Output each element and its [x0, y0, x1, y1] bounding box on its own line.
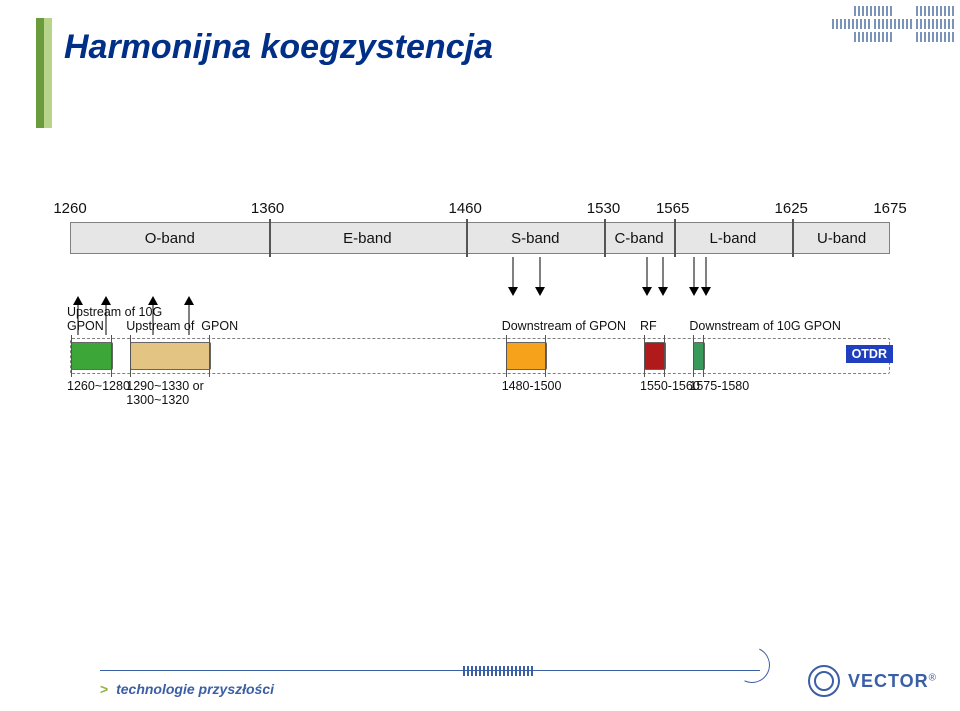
axis-tick: 1360: [251, 200, 284, 217]
axis-tick: 1625: [775, 200, 808, 217]
slide: { "title": "Harmonijna koegzystencja", "…: [0, 0, 960, 711]
channel-label-below: 1260~1280: [67, 379, 130, 393]
channel-upgpon: [130, 342, 211, 370]
footer-line: [100, 670, 760, 671]
channel-strip: OTDR Upstream of 10G GPON1260~1280Upstre…: [70, 338, 890, 374]
slide-footer: > technologie przyszłości VECTOR®: [0, 651, 960, 711]
guide-line: [703, 335, 704, 377]
guide-line: [545, 335, 546, 377]
chevron-icon: >: [100, 681, 108, 697]
channel-up10g: [71, 342, 113, 370]
guide-line: [209, 335, 210, 377]
axis-ticks: 1260136014601530156516251675: [70, 200, 890, 222]
guide-line: [111, 335, 112, 377]
band-separator: [604, 219, 606, 257]
band-separator: [269, 219, 271, 257]
guide-line: [71, 335, 72, 377]
otdr-badge: OTDR: [846, 345, 893, 363]
band-e-band: E-band: [269, 223, 467, 253]
header-ornament: [832, 6, 954, 45]
channel-label-above: Upstream of GPON: [126, 319, 238, 333]
logo-text: VECTOR: [848, 671, 929, 691]
guide-line: [130, 335, 131, 377]
brand-logo: VECTOR®: [808, 665, 936, 697]
guide-line: [644, 335, 645, 377]
guide-line: [506, 335, 507, 377]
arrows-up: [70, 254, 890, 296]
channel-label-above: Downstream of 10G GPON: [689, 319, 840, 333]
page-title: Harmonijna koegzystencja: [64, 28, 493, 67]
band-u-band: U-band: [792, 223, 891, 253]
channel-label-above: Downstream of GPON: [502, 319, 626, 333]
axis-tick: 1460: [448, 200, 481, 217]
band-l-band: L-band: [674, 223, 793, 253]
band-c-band: C-band: [604, 223, 673, 253]
footer-curve: [729, 642, 775, 688]
band-separator: [674, 219, 676, 257]
band-strip: O-bandE-bandS-bandC-bandL-bandU-band: [70, 222, 890, 254]
axis-tick: 1530: [587, 200, 620, 217]
band-s-band: S-band: [466, 223, 604, 253]
channel-label-below: 1575-1580: [689, 379, 749, 393]
guide-line: [693, 335, 694, 377]
tagline-text: technologie przyszłości: [116, 681, 274, 697]
guide-line: [664, 335, 665, 377]
channel-label-below: 1480-1500: [502, 379, 562, 393]
axis-tick: 1675: [873, 200, 906, 217]
title-accent-bar: [36, 18, 52, 128]
channel-dngpon: [506, 342, 548, 370]
footer-tagline: > technologie przyszłości: [100, 681, 274, 697]
band-separator: [466, 219, 468, 257]
channel-rf: [644, 342, 666, 370]
axis-tick: 1565: [656, 200, 689, 217]
channel-label-above: RF: [640, 319, 657, 333]
band-separator: [792, 219, 794, 257]
wavelength-diagram: 1260136014601530156516251675 O-bandE-ban…: [70, 200, 890, 374]
channel-label-below: 1290~1330 or 1300~1320: [126, 379, 204, 407]
registered-mark: ®: [929, 672, 936, 683]
logo-icon: [808, 665, 840, 697]
axis-tick: 1260: [53, 200, 86, 217]
band-o-band: O-band: [71, 223, 269, 253]
